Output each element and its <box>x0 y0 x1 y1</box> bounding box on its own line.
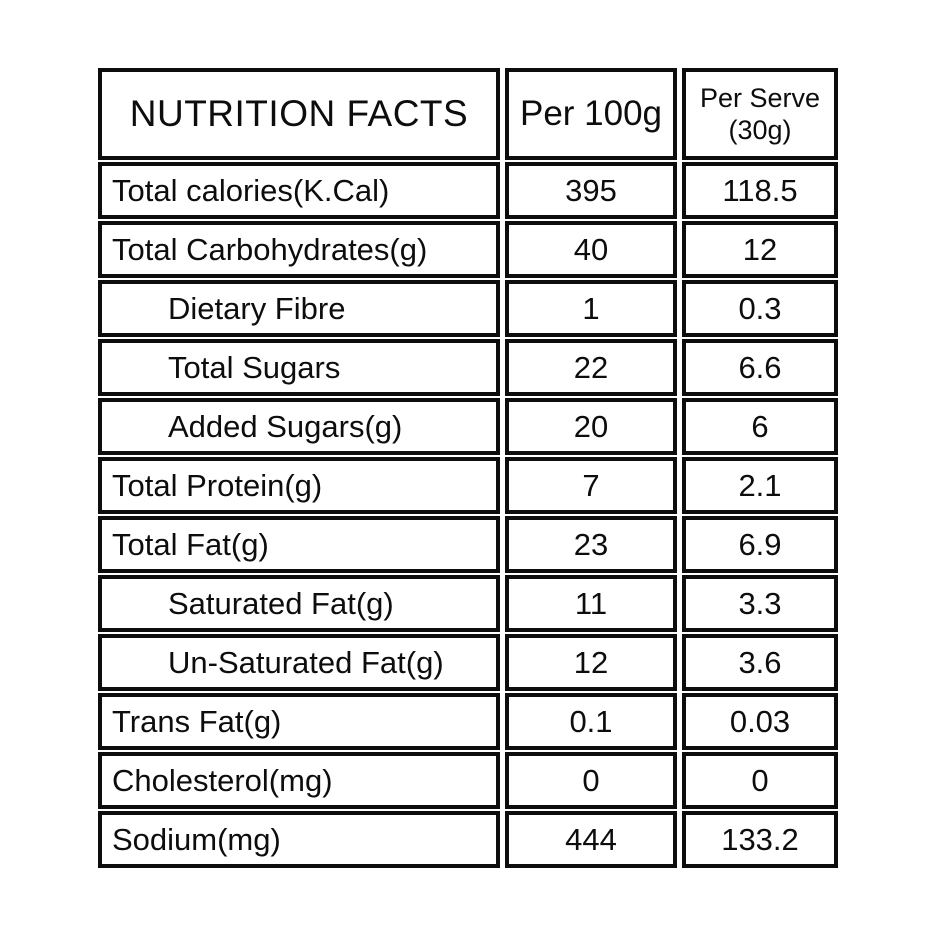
row-value-per100g: 444 <box>505 811 677 868</box>
row-label-total-carbohydrates: Total Carbohydrates(g) <box>98 221 500 278</box>
row-value-per100g: 1 <box>505 280 677 337</box>
row-value-per-serve: 0.3 <box>682 280 838 337</box>
row-value-per-serve: 0.03 <box>682 693 838 750</box>
row-label-sodium: Sodium(mg) <box>98 811 500 868</box>
row-value-per100g: 22 <box>505 339 677 396</box>
header-cell-per-serve: Per Serve (30g) <box>682 68 838 160</box>
row-label-trans-fat: Trans Fat(g) <box>98 693 500 750</box>
per-serve-line2: (30g) <box>728 115 792 145</box>
per-serve-line1: Per Serve <box>699 82 821 113</box>
row-value-per100g: 7 <box>505 457 677 514</box>
row-label-cholesterol: Cholesterol(mg) <box>98 752 500 809</box>
row-value-per100g: 0 <box>505 752 677 809</box>
row-value-per100g: 20 <box>505 398 677 455</box>
row-value-per-serve: 133.2 <box>682 811 838 868</box>
row-value-per-serve: 6.6 <box>682 339 838 396</box>
row-label-total-protein: Total Protein(g) <box>98 457 500 514</box>
header-cell-per-100g: Per 100g <box>505 68 677 160</box>
row-value-per100g: 0.1 <box>505 693 677 750</box>
row-value-per-serve: 3.3 <box>682 575 838 632</box>
row-value-per100g: 23 <box>505 516 677 573</box>
row-label-dietary-fibre: Dietary Fibre <box>98 280 500 337</box>
row-value-per100g: 11 <box>505 575 677 632</box>
row-label-added-sugars: Added Sugars(g) <box>98 398 500 455</box>
row-label-saturated-fat: Saturated Fat(g) <box>98 575 500 632</box>
row-value-per100g: 40 <box>505 221 677 278</box>
nutrition-facts-table: NUTRITION FACTS Per 100g Per Serve (30g)… <box>98 68 838 868</box>
row-value-per-serve: 0 <box>682 752 838 809</box>
row-label-total-fat: Total Fat(g) <box>98 516 500 573</box>
row-value-per-serve: 6.9 <box>682 516 838 573</box>
row-value-per-serve: 2.1 <box>682 457 838 514</box>
row-value-per100g: 12 <box>505 634 677 691</box>
header-cell-title: NUTRITION FACTS <box>98 68 500 160</box>
row-label-total-calories: Total calories(K.Cal) <box>98 162 500 219</box>
row-label-total-sugars: Total Sugars <box>98 339 500 396</box>
row-value-per-serve: 118.5 <box>682 162 838 219</box>
row-value-per-serve: 12 <box>682 221 838 278</box>
row-value-per100g: 395 <box>505 162 677 219</box>
row-value-per-serve: 3.6 <box>682 634 838 691</box>
row-value-per-serve: 6 <box>682 398 838 455</box>
row-label-unsaturated-fat: Un-Saturated Fat(g) <box>98 634 500 691</box>
